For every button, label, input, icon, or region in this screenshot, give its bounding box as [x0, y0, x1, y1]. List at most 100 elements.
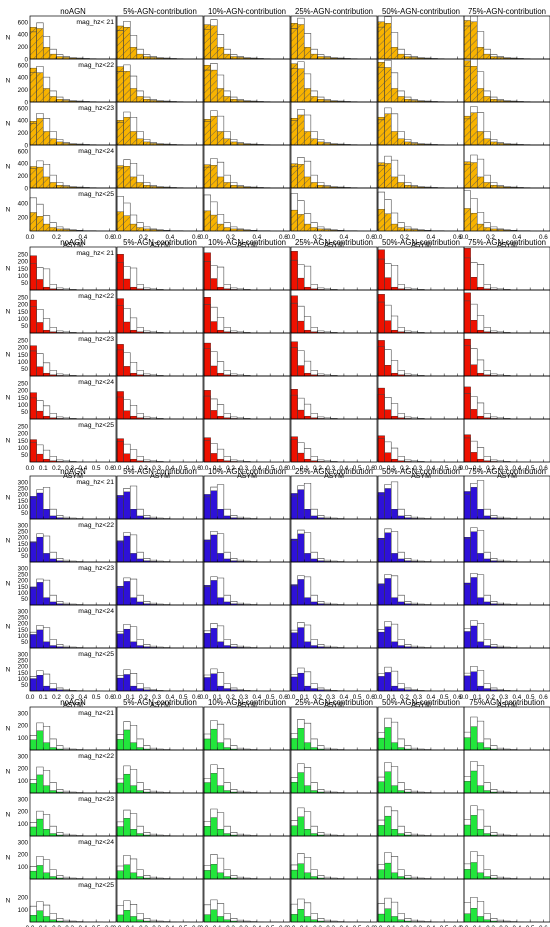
histogram-bar-hatch	[483, 96, 491, 102]
histogram-bar-hatch	[464, 208, 471, 231]
histogram-bar-hatch	[497, 100, 504, 102]
y-axis-label: N	[6, 624, 11, 631]
histogram-bar	[217, 509, 224, 520]
histogram-panel	[290, 878, 378, 923]
histogram-bar	[483, 790, 491, 794]
histogram-panel	[203, 332, 291, 377]
histogram-bar	[470, 364, 478, 377]
histogram-bar	[29, 870, 37, 880]
histogram-bar	[116, 739, 124, 751]
histogram-bar	[470, 908, 478, 923]
y-tick-label: 150	[18, 584, 29, 591]
histogram-bar	[217, 916, 224, 923]
histogram-bar	[304, 641, 311, 649]
histogram-bar-hatch	[230, 228, 238, 231]
histogram-bar-hatch	[378, 162, 385, 188]
histogram-panel	[116, 518, 204, 563]
histogram-panel	[377, 144, 465, 189]
histogram-panel	[203, 187, 291, 232]
histogram-bar-hatch	[310, 138, 318, 145]
y-tick-label: 100	[18, 864, 29, 871]
panel-frame	[290, 418, 378, 463]
histogram-bar	[36, 492, 44, 520]
histogram-bar	[290, 825, 298, 837]
x-tick-label: 0.0	[113, 465, 122, 472]
histogram-bar	[49, 558, 57, 563]
histogram-bar	[290, 295, 298, 334]
histogram-panel	[203, 246, 291, 291]
histogram-bar	[223, 688, 231, 692]
histogram-bar	[36, 453, 44, 463]
histogram-bar	[223, 747, 231, 751]
y-tick-label: 300	[18, 565, 29, 572]
histogram-bar	[210, 321, 218, 334]
histogram-bar-hatch	[417, 144, 425, 145]
x-tick-label: 0.5	[526, 465, 535, 472]
histogram-bar	[477, 785, 484, 794]
histogram-bar	[130, 458, 137, 463]
panel-group-blue: noAGN 5%-AGN-contribution 10%-AGN-contribu…	[6, 467, 550, 709]
y-axis-label: N	[6, 35, 11, 42]
histogram-panel	[377, 418, 465, 463]
histogram-bar-hatch	[30, 27, 37, 59]
histogram-bar-hatch	[49, 182, 57, 188]
y-tick-label: 50	[21, 280, 28, 287]
histogram-bar-hatch	[217, 224, 224, 231]
histogram-panel	[377, 475, 465, 520]
histogram-bar-hatch	[30, 68, 37, 102]
histogram-bar	[297, 489, 305, 520]
histogram-bar-hatch	[49, 138, 57, 145]
histogram-bar	[384, 452, 392, 463]
histogram-bar-hatch	[490, 56, 498, 59]
histogram-bar	[217, 829, 224, 837]
column-title: 10%-AGN-contribution	[208, 238, 286, 247]
histogram-bar	[49, 876, 57, 880]
histogram-panel: mag_hz<21	[29, 706, 117, 751]
histogram-bar	[136, 645, 144, 649]
histogram-bar-hatch	[117, 25, 124, 60]
histogram-bar	[391, 597, 398, 606]
histogram-bar-hatch	[223, 54, 231, 59]
histogram-panel	[463, 101, 550, 146]
x-tick-label: 0.2	[400, 234, 409, 241]
histogram-bar	[477, 872, 484, 880]
y-tick-label: 150	[18, 670, 29, 677]
histogram-panel	[116, 332, 204, 377]
histogram-bar-hatch	[304, 176, 311, 188]
y-tick-label: 600	[18, 105, 29, 112]
histogram-bar	[463, 824, 471, 837]
y-tick-label: 0	[25, 56, 29, 63]
histogram-bar	[36, 322, 44, 334]
histogram-bar	[463, 869, 471, 880]
histogram-bar-hatch	[404, 185, 412, 188]
x-axis-label: ASYM	[237, 242, 257, 249]
histogram-bar	[297, 320, 305, 334]
y-tick-label: 300	[18, 651, 29, 658]
plot-root: noAGN 5%-AGN-contribution 10%-AGN-contribu…	[6, 7, 550, 927]
histogram-bar	[29, 678, 37, 692]
panel-frame	[29, 187, 117, 232]
histogram-bar	[477, 415, 484, 420]
histogram-panel: mag_hz<23	[29, 792, 117, 837]
x-axis-label: ASYM	[150, 702, 170, 709]
histogram-bar	[29, 915, 37, 923]
histogram-bar	[304, 509, 311, 520]
histogram-bar-hatch	[490, 141, 498, 145]
x-tick-label: 0.2	[226, 925, 235, 927]
x-tick-label: 0.0	[374, 465, 383, 472]
x-tick-label: 0.0	[460, 465, 469, 472]
histogram-panel: mag_hz<24	[29, 604, 117, 649]
panel-frame	[203, 647, 291, 692]
x-tick-label: 0.1	[300, 694, 309, 701]
histogram-bar	[116, 344, 124, 377]
panel-frame	[463, 647, 550, 692]
y-tick-label: 50	[21, 682, 28, 689]
histogram-bar	[297, 909, 305, 923]
histogram-bar	[123, 278, 131, 291]
histogram-bar-hatch	[310, 96, 318, 102]
histogram-bar	[297, 277, 305, 291]
y-tick-label: 200	[18, 130, 29, 137]
x-tick-label: 0.1	[39, 694, 48, 701]
histogram-bar-hatch	[117, 165, 124, 188]
